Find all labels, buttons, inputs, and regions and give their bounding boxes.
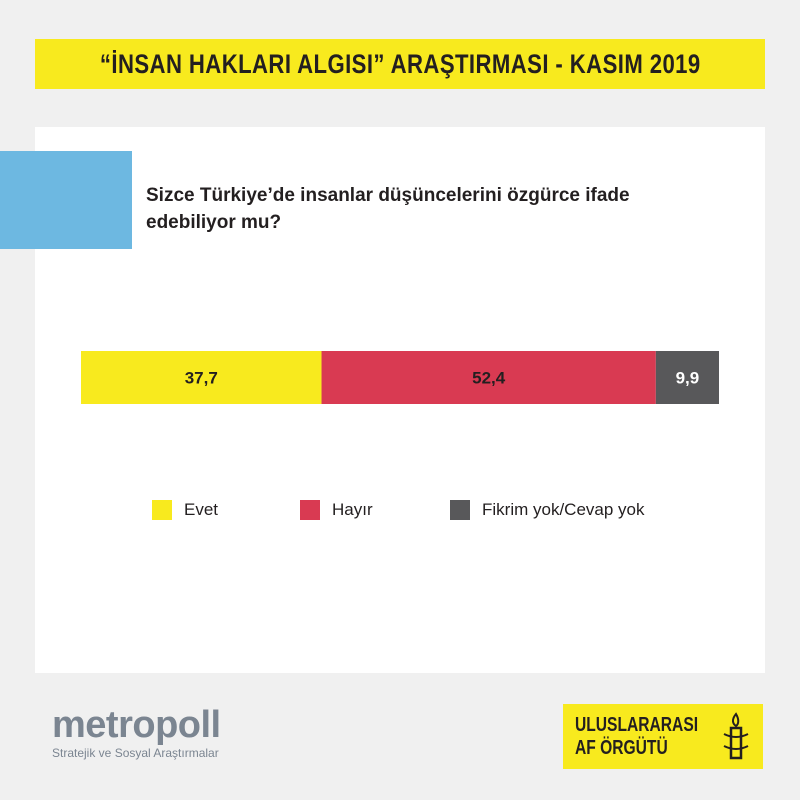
bar-segment-2 xyxy=(655,351,719,404)
candle-icon xyxy=(723,712,749,760)
metropoll-logo-text: metropoll xyxy=(52,704,221,746)
legend-swatch xyxy=(152,500,172,520)
data-label-2: 9,9 xyxy=(676,369,700,388)
accent-block xyxy=(0,151,132,249)
metropoll-tagline: Stratejik ve Sosyal Araştırmalar xyxy=(52,746,219,760)
bar-segment-0 xyxy=(81,351,322,404)
legend-swatch xyxy=(450,500,470,520)
legend-label: Hayır xyxy=(332,500,373,519)
amnesty-line2: AF ÖRGÜTÜ xyxy=(575,737,668,759)
metropoll-logo: metropoll Stratejik ve Sosyal Araştırmal… xyxy=(52,706,221,760)
chart-title: Sizce Türkiye’de insanlar düşüncelerini … xyxy=(146,185,630,233)
bar-segment-1 xyxy=(321,351,656,404)
legend-item: Hayır xyxy=(300,500,373,520)
amnesty-line1: ULUSLARARASI xyxy=(575,714,699,736)
legend-item: Evet xyxy=(152,500,218,520)
data-label-0: 37,7 xyxy=(185,369,218,388)
amnesty-logo: ULUSLARARASI AF ÖRGÜTÜ xyxy=(563,704,763,769)
legend-swatch xyxy=(300,500,320,520)
data-label-1: 52,4 xyxy=(472,369,506,388)
legend-item: Fikrim yok/Cevap yok xyxy=(450,500,644,520)
title-banner: “İNSAN HAKLARI ALGISI” ARAŞTIRMASI - KAS… xyxy=(35,39,765,89)
legend-label: Evet xyxy=(184,500,219,519)
legend-label: Fikrim yok/Cevap yok xyxy=(482,500,645,519)
page-title: “İNSAN HAKLARI ALGISI” ARAŞTIRMASI - KAS… xyxy=(99,48,701,79)
